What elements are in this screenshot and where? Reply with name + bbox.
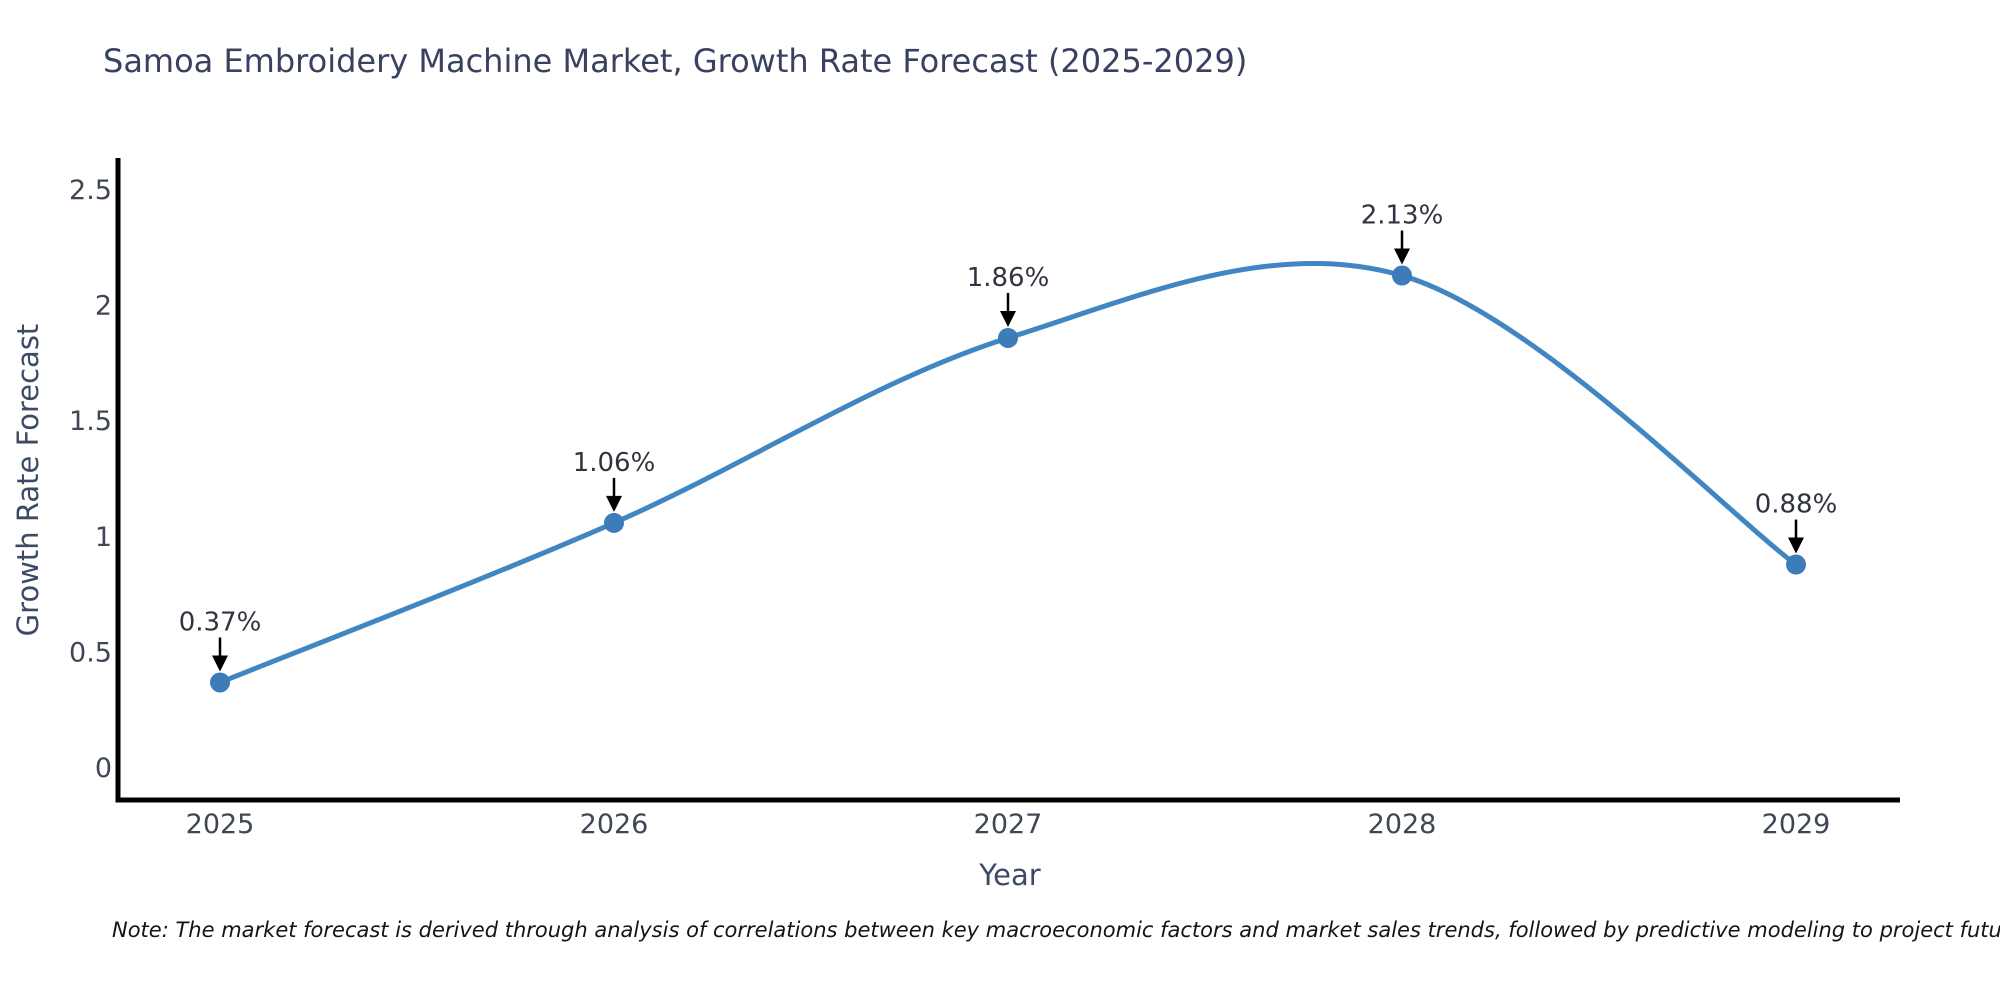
y-tick-label: 2 [95,291,112,322]
data-point-marker [1786,554,1806,575]
data-label: 1.86% [967,263,1050,293]
data-point-marker [998,327,1018,348]
footnote: Note: The market forecast is derived thr… [112,918,2000,942]
data-label: 2.13% [1361,201,1444,231]
y-tick-label: 2.5 [69,175,112,206]
data-point-marker [210,672,230,693]
x-tick-label: 2025 [186,809,255,840]
annotation-arrow-head [1394,248,1410,265]
data-label: 0.88% [1755,490,1838,520]
data-label: 0.37% [179,607,262,637]
data-point-marker [1392,265,1412,286]
data-point-marker [604,512,624,533]
x-tick-label: 2027 [974,809,1043,840]
y-tick-label: 0 [95,753,112,784]
annotation-arrow-head [212,655,228,672]
annotation-arrow-head [1000,310,1016,327]
data-label: 1.06% [573,448,656,478]
y-tick-label: 1 [95,522,112,553]
annotation-arrow-head [1788,537,1804,554]
y-tick-label: 0.5 [69,637,112,668]
annotation-arrow-head [606,495,622,512]
x-tick-label: 2028 [1368,809,1437,840]
y-axis-title: Growth Rate Forecast [11,324,45,637]
y-tick-label: 1.5 [69,406,112,437]
x-axis-title: Year [978,858,1040,892]
chart-title: Samoa Embroidery Machine Market, Growth … [103,42,1248,80]
x-tick-label: 2029 [1762,809,1831,840]
x-tick-label: 2026 [580,809,649,840]
